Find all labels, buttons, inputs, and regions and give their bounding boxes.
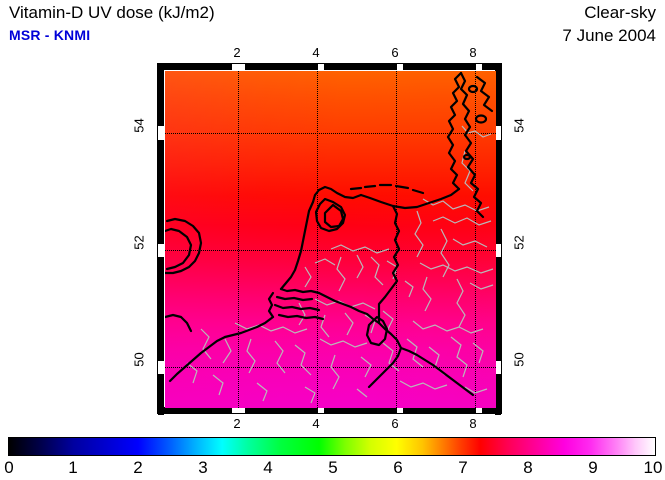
lon-tick-top-2: 2 <box>233 45 241 60</box>
lat-tick-left-54: 54 <box>131 118 147 133</box>
date-label: 7 June 2004 <box>562 26 656 45</box>
tickbar-top-2 <box>245 64 318 70</box>
tickbar-right-4 <box>495 374 501 415</box>
colorbar-gradient <box>8 437 656 456</box>
colorbar-tick-7: 7 <box>458 458 468 477</box>
lon-tick-bottom-6: 6 <box>391 416 399 431</box>
colorbar-tick-9: 9 <box>588 458 598 477</box>
lat-tick-right-50: 50 <box>511 352 527 367</box>
colorbar-tick-6: 6 <box>393 458 403 477</box>
colorbar-tick-5: 5 <box>328 458 338 477</box>
tickbar-left-3 <box>158 257 164 361</box>
lon-tick-bottom-8: 8 <box>469 416 477 431</box>
colorbar: 0 1 2 3 4 5 6 7 8 9 10 <box>4 437 662 479</box>
page-title: Vitamin-D UV dose (kJ/m2) <box>9 3 215 22</box>
tickbar-left-4 <box>158 374 164 415</box>
tickbar-right-3 <box>495 257 501 361</box>
header: Vitamin-D UV dose (kJ/m2) MSR - KNMI Cle… <box>0 0 665 52</box>
administrative-borders <box>186 125 494 404</box>
map-plot-area <box>165 71 496 408</box>
tickbar-top-5 <box>482 64 501 70</box>
map-vector-overlay <box>165 71 494 404</box>
tickbar-right-2 <box>495 140 501 244</box>
coastline <box>165 71 494 397</box>
colorbar-tick-8: 8 <box>523 458 533 477</box>
tickbar-top-3 <box>324 64 397 70</box>
colorbar-tick-1: 1 <box>68 458 78 477</box>
lat-tick-left-52: 52 <box>131 235 147 250</box>
colorbar-tick-10: 10 <box>643 458 663 477</box>
lon-tick-top-6: 6 <box>391 45 399 60</box>
tickbar-bottom-4 <box>403 407 476 413</box>
lat-tick-left-50: 50 <box>131 352 147 367</box>
colorbar-tick-4: 4 <box>263 458 273 477</box>
lat-tick-right-54: 54 <box>511 118 527 133</box>
tickbar-top-1 <box>158 64 232 70</box>
data-source-label: MSR - KNMI <box>9 27 91 43</box>
lon-tick-bottom-2: 2 <box>233 416 241 431</box>
map-frame <box>157 63 502 415</box>
lon-tick-top-4: 4 <box>312 45 320 60</box>
colorbar-tick-2: 2 <box>133 458 143 477</box>
uv-dose-map: 2 4 6 8 2 4 6 8 54 52 50 54 52 50 <box>132 45 527 431</box>
lon-tick-bottom-4: 4 <box>312 416 320 431</box>
tickbar-left-2 <box>158 140 164 244</box>
tickbar-left-1 <box>158 64 164 126</box>
uv-dose-field-longitudinal-shading <box>165 71 496 408</box>
colorbar-tick-3: 3 <box>198 458 208 477</box>
tickbar-top-4 <box>403 64 476 70</box>
lat-tick-right-52: 52 <box>511 235 527 250</box>
colorbar-tick-0: 0 <box>4 458 14 477</box>
sky-condition-label: Clear-sky <box>584 3 656 22</box>
lon-tick-top-8: 8 <box>469 45 477 60</box>
tickbar-right-1 <box>495 64 501 126</box>
tickbar-bottom-2 <box>245 407 318 413</box>
tickbar-bottom-1 <box>158 407 232 413</box>
tickbar-bottom-5 <box>482 407 501 413</box>
tickbar-bottom-3 <box>324 407 397 413</box>
uv-dose-field-gradient <box>165 71 496 408</box>
